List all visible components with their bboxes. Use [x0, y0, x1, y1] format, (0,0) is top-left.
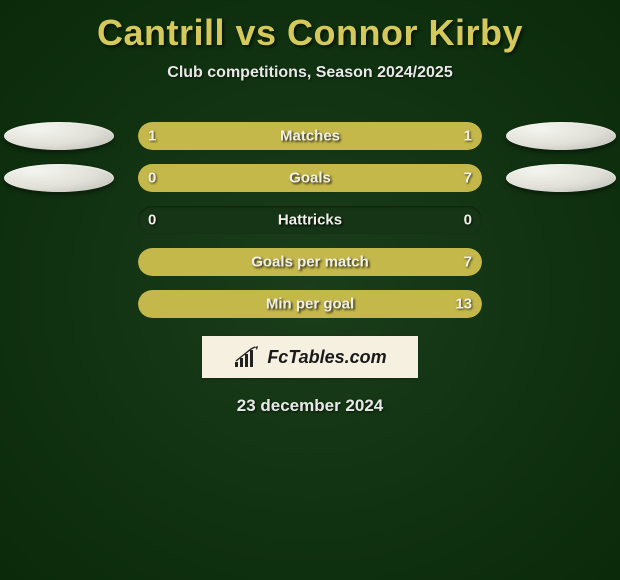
- page-title: Cantrill vs Connor Kirby: [0, 0, 620, 54]
- stat-row: 7 Goals per match: [0, 248, 620, 276]
- bars-icon: [233, 346, 261, 368]
- stat-label: Goals: [289, 170, 331, 187]
- stat-row: 0 0 Hattricks: [0, 206, 620, 234]
- stat-value-left: 0: [148, 212, 156, 229]
- stat-row: 0 7 Goals: [0, 164, 620, 192]
- logo-text: FcTables.com: [267, 347, 386, 368]
- stat-row: 13 Min per goal: [0, 290, 620, 318]
- stat-bar: 0 0 Hattricks: [138, 206, 482, 234]
- date-label: 23 december 2024: [0, 396, 620, 416]
- player-left-marker: [4, 164, 114, 192]
- stat-bar: 13 Min per goal: [138, 290, 482, 318]
- stat-bar: 7 Goals per match: [138, 248, 482, 276]
- stat-row: 1 1 Matches: [0, 122, 620, 150]
- subtitle: Club competitions, Season 2024/2025: [0, 64, 620, 82]
- stat-bar: 0 7 Goals: [138, 164, 482, 192]
- player-right-marker: [506, 122, 616, 150]
- stat-label: Min per goal: [266, 296, 354, 313]
- stat-value-right: 1: [464, 128, 472, 145]
- stat-label: Goals per match: [251, 254, 369, 271]
- stat-bar: 1 1 Matches: [138, 122, 482, 150]
- stat-value-left: 0: [148, 170, 156, 187]
- stats-area: 1 1 Matches 0 7 Goals 0 0 Hattricks 7 Goals per ma…: [0, 122, 620, 318]
- player-left-marker: [4, 122, 114, 150]
- stat-label: Hattricks: [278, 212, 342, 229]
- stat-value-right: 0: [464, 212, 472, 229]
- stat-value-left: 1: [148, 128, 156, 145]
- stat-value-right: 7: [464, 254, 472, 271]
- player-right-marker: [506, 164, 616, 192]
- stat-value-right: 13: [455, 296, 472, 313]
- site-logo[interactable]: FcTables.com: [202, 336, 418, 378]
- stat-label: Matches: [280, 128, 340, 145]
- stat-value-right: 7: [464, 170, 472, 187]
